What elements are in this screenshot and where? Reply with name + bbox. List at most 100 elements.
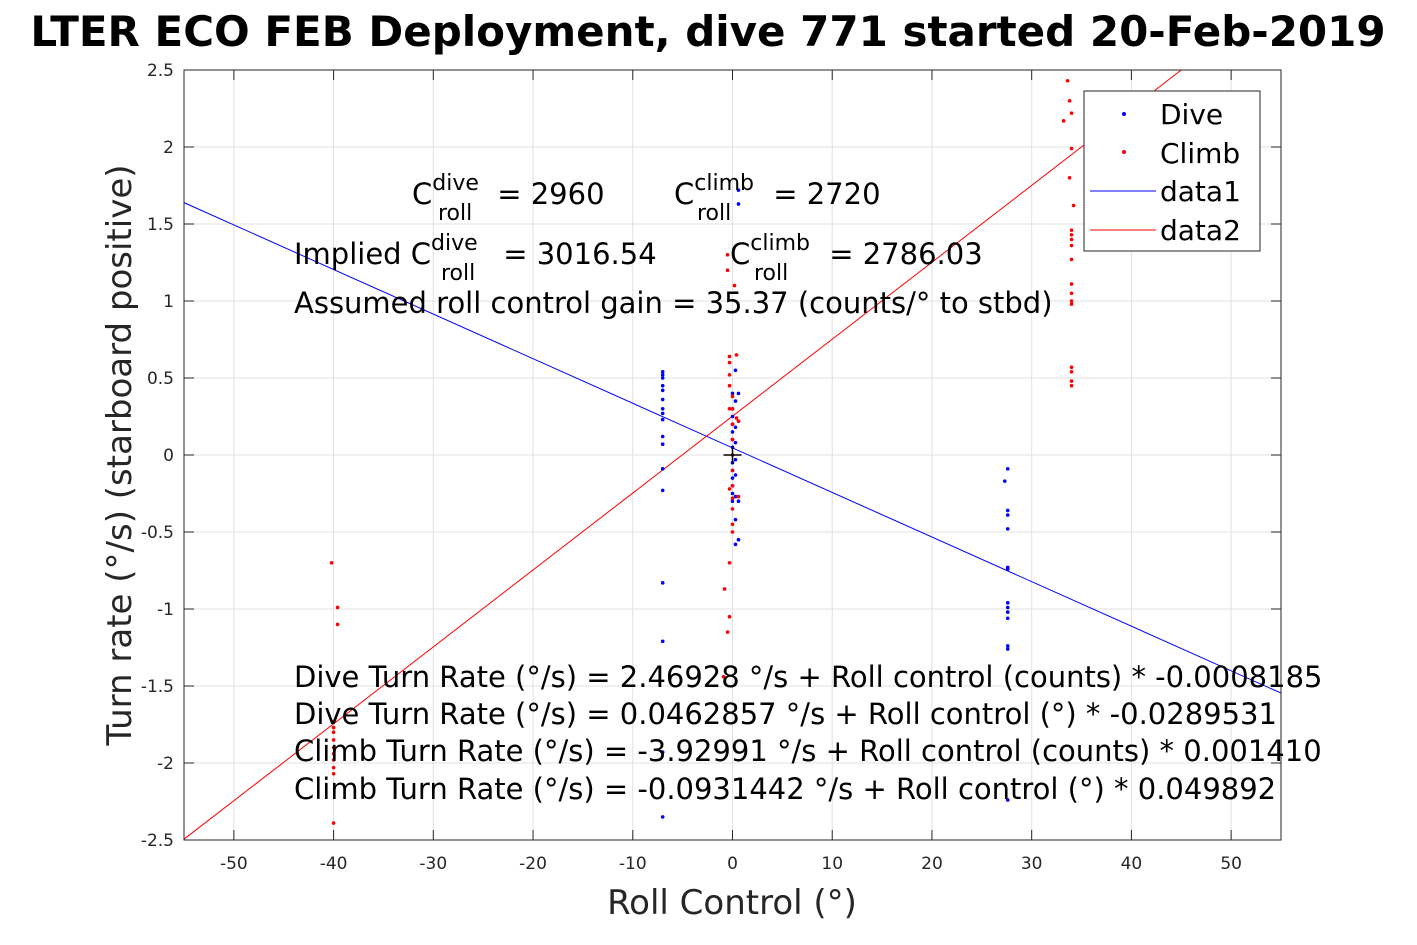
point-dive	[733, 399, 738, 403]
point-dive	[1005, 644, 1010, 648]
point-climb	[730, 496, 735, 500]
point-climb	[1069, 302, 1074, 306]
point-climb	[727, 487, 732, 491]
point-climb	[725, 253, 730, 257]
point-dive	[736, 499, 741, 504]
point-dive	[1005, 647, 1010, 651]
point-climb	[1069, 365, 1074, 370]
annotation-c-roll-climb: Cclimb roll = 2720	[674, 171, 881, 226]
ticks: -50 -40 -30 -20 -10 0 10 20 30 40 50-2.5-2-1.5-1-0…	[141, 61, 1281, 874]
point-climb	[1069, 232, 1074, 237]
point-climb	[1067, 176, 1072, 180]
legend-label-climb: Climb	[1160, 137, 1240, 170]
point-dive	[660, 397, 665, 402]
annotation-gain: Assumed roll control gain = 35.37 (count…	[294, 286, 1053, 320]
point-dive	[660, 373, 665, 377]
legend-label-data2: data2	[1160, 214, 1241, 247]
c-roll-dive-value: = 2960	[488, 177, 605, 211]
point-climb	[1069, 243, 1074, 248]
x-tick-label: 10	[821, 854, 843, 874]
x-tick-label: -40	[320, 854, 348, 874]
point-climb	[335, 622, 340, 627]
point-dive	[1005, 610, 1010, 614]
x-tick-label: -30	[419, 854, 447, 874]
point-dive	[730, 391, 735, 396]
c-roll-climb-sub: roll	[697, 201, 731, 226]
point-climb	[727, 383, 732, 388]
legend: Dive Climb data1 data2	[1083, 90, 1261, 252]
point-climb	[730, 468, 735, 473]
point-climb	[331, 771, 336, 776]
y-tick-label: 0	[163, 446, 174, 466]
c-roll-climb-base: C	[674, 177, 694, 211]
implied-dive-sub: roll	[441, 261, 475, 286]
point-climb	[725, 268, 730, 273]
point-dive	[736, 202, 741, 206]
chart-title: LTER ECO FEB Deployment, dive 771 starte…	[30, 7, 1385, 56]
point-climb	[727, 561, 732, 565]
c-roll-climb-value: = 2720	[764, 177, 881, 211]
point-climb	[730, 507, 735, 511]
x-tick-label: 0	[727, 854, 738, 874]
y-axis-label: Turn rate (°/s) (starboard positive)	[100, 164, 140, 746]
point-dive	[660, 407, 665, 411]
point-dive	[730, 414, 735, 419]
x-tick-label: -50	[220, 854, 248, 874]
annotation-fit-climb-counts: Climb Turn Rate (°/s) = -3.92991 °/s + R…	[294, 734, 1322, 768]
legend-box	[1083, 90, 1261, 252]
point-dive	[736, 537, 741, 542]
point-dive	[660, 639, 665, 644]
point-climb	[1069, 146, 1074, 151]
point-climb	[1069, 237, 1074, 242]
x-tick-label: -10	[619, 854, 647, 874]
point-dive	[733, 473, 738, 477]
point-dive	[730, 491, 735, 496]
y-tick-label: 2.5	[147, 61, 174, 81]
x-tick-label: 40	[1121, 854, 1143, 874]
point-climb	[1071, 203, 1076, 208]
implied-climb-sup: climb	[750, 231, 810, 256]
point-dive	[660, 388, 665, 393]
y-tick-label: 1	[163, 292, 174, 312]
annotation-fit-dive-degrees: Dive Turn Rate (°/s) = 0.0462857 °/s + R…	[294, 697, 1277, 731]
point-climb	[1069, 299, 1074, 303]
point-climb	[727, 407, 732, 411]
annotation-fit-climb-degrees: Climb Turn Rate (°/s) = -0.0931442 °/s +…	[294, 772, 1276, 806]
annotation-c-roll-dive: Cdive roll = 2960	[412, 171, 605, 226]
y-tick-label: -1.5	[141, 677, 174, 697]
point-dive	[660, 442, 665, 447]
point-climb	[730, 407, 735, 411]
implied-dive-value: = 3016.54	[494, 237, 657, 271]
point-dive	[660, 488, 665, 493]
point-climb	[1065, 78, 1070, 83]
point-dive	[733, 542, 738, 547]
y-tick-label: 0.5	[147, 369, 174, 389]
point-dive	[733, 517, 738, 522]
point-climb	[335, 605, 340, 610]
origin-marker	[723, 446, 742, 464]
legend-swatch-climb	[1122, 150, 1126, 154]
point-climb	[725, 630, 730, 634]
point-dive	[733, 457, 738, 462]
data-points	[329, 78, 1076, 825]
point-climb	[1069, 370, 1074, 374]
point-dive	[660, 383, 665, 388]
point-climb	[727, 360, 732, 365]
point-climb	[722, 587, 727, 591]
point-climb	[730, 422, 735, 427]
point-climb	[730, 522, 735, 527]
point-climb	[734, 353, 739, 357]
point-climb	[1069, 282, 1074, 286]
implied-dive-sup: dive	[431, 231, 478, 256]
annotation-implied-dive: Implied Cdive roll = 3016.54	[294, 231, 657, 286]
point-climb	[331, 751, 336, 756]
point-climb	[329, 561, 334, 565]
point-climb	[1069, 383, 1074, 388]
legend-label-dive: Dive	[1160, 98, 1223, 131]
point-climb	[1069, 111, 1074, 115]
y-tick-label: 2	[163, 138, 174, 158]
point-dive	[1002, 479, 1007, 483]
point-climb	[1069, 257, 1074, 262]
point-climb	[331, 719, 336, 724]
point-climb	[331, 725, 336, 730]
